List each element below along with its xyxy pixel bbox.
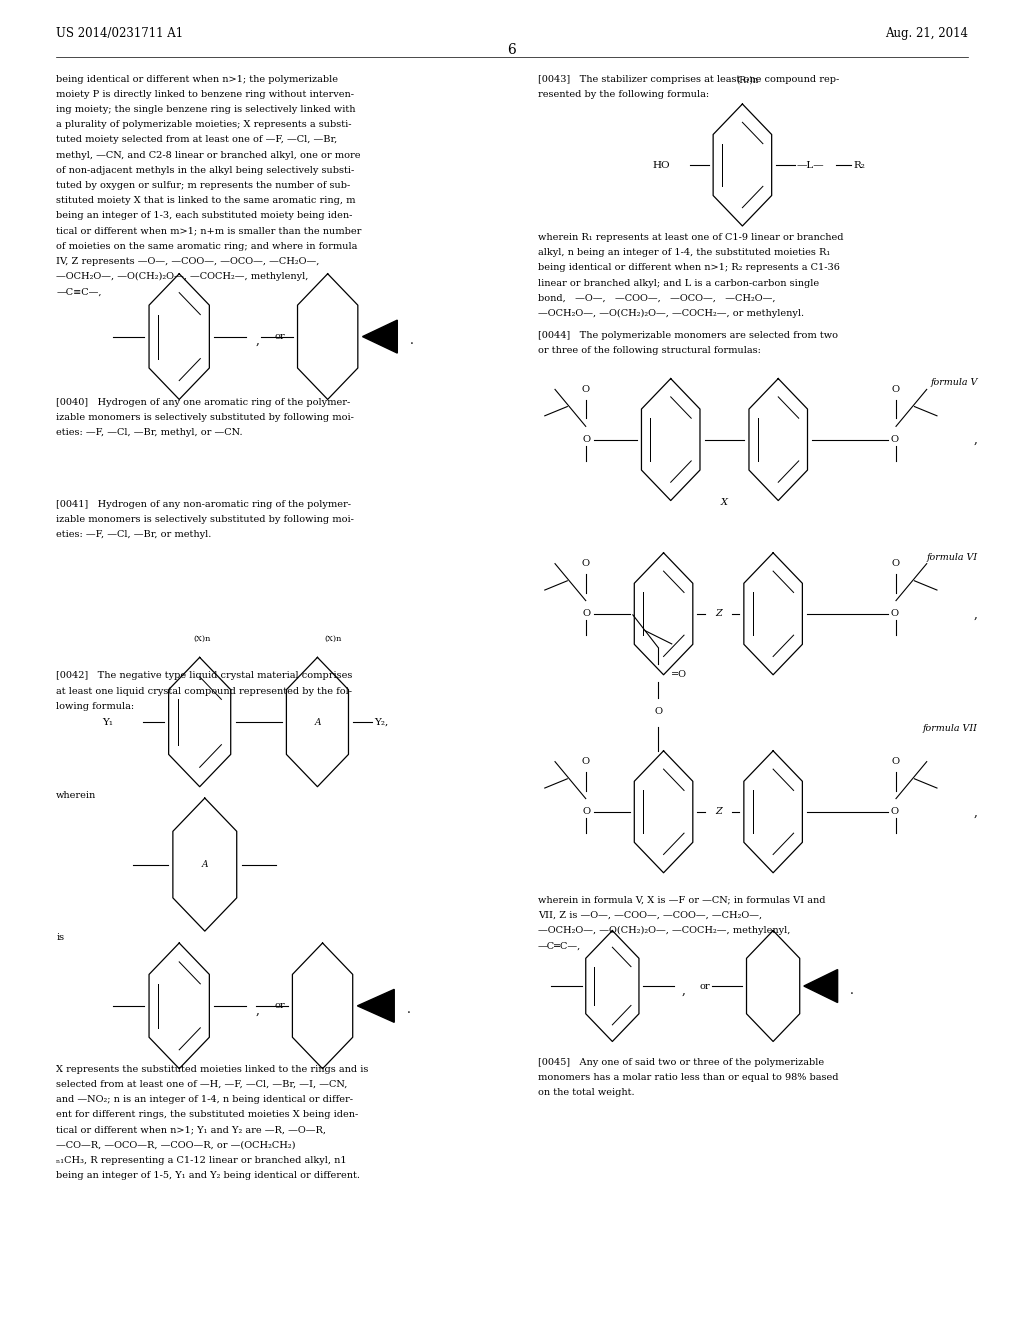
Polygon shape bbox=[357, 990, 394, 1022]
Text: —CO—R, —OCO—R, —COO—R, or —(OCH₂CH₂): —CO—R, —OCO—R, —COO—R, or —(OCH₂CH₂) bbox=[56, 1140, 296, 1150]
Text: .: . bbox=[410, 334, 414, 347]
Text: tical or different when m>1; n+m is smaller than the number: tical or different when m>1; n+m is smal… bbox=[56, 227, 361, 235]
Text: selected from at least one of —H, —F, —Cl, —Br, —I, —CN,: selected from at least one of —H, —F, —C… bbox=[56, 1080, 348, 1089]
Text: ,: , bbox=[682, 983, 686, 997]
Text: tuted by oxygen or sulfur; m represents the number of sub-: tuted by oxygen or sulfur; m represents … bbox=[56, 181, 350, 190]
Text: Z: Z bbox=[715, 610, 722, 618]
Text: being identical or different when n>1; the polymerizable: being identical or different when n>1; t… bbox=[56, 75, 338, 83]
Polygon shape bbox=[804, 969, 838, 1003]
Text: O: O bbox=[582, 560, 590, 568]
Text: of moieties on the same aromatic ring; and where in formula: of moieties on the same aromatic ring; a… bbox=[56, 242, 357, 251]
Text: wherein R₁ represents at least one of C1-9 linear or branched: wherein R₁ represents at least one of C1… bbox=[538, 234, 843, 242]
Text: (X)n: (X)n bbox=[194, 635, 210, 643]
Text: O: O bbox=[891, 610, 899, 618]
Text: stituted moiety X that is linked to the same aromatic ring, m: stituted moiety X that is linked to the … bbox=[56, 197, 355, 205]
Text: of non-adjacent methyls in the alkyl being selectively substi-: of non-adjacent methyls in the alkyl bei… bbox=[56, 166, 354, 174]
Polygon shape bbox=[362, 321, 397, 352]
Text: R₂: R₂ bbox=[853, 161, 865, 169]
Text: X represents the substituted moieties linked to the rings and is: X represents the substituted moieties li… bbox=[56, 1065, 369, 1073]
Text: .: . bbox=[850, 983, 854, 997]
Text: ing moiety; the single benzene ring is selectively linked with: ing moiety; the single benzene ring is s… bbox=[56, 106, 355, 114]
Text: on the total weight.: on the total weight. bbox=[538, 1089, 634, 1097]
Text: (R₁)n: (R₁)n bbox=[736, 75, 759, 84]
Text: —C═C—,: —C═C—, bbox=[538, 941, 581, 950]
Text: O: O bbox=[891, 808, 899, 816]
Text: formula VII: formula VII bbox=[923, 725, 978, 733]
Text: —OCH₂O—, —O(CH₂)₂O—, —COCH₂—, or methylenyl.: —OCH₂O—, —O(CH₂)₂O—, —COCH₂—, or methyle… bbox=[538, 309, 804, 318]
Text: X: X bbox=[721, 499, 728, 507]
Text: izable monomers is selectively substituted by following moi-: izable monomers is selectively substitut… bbox=[56, 413, 354, 422]
Text: or: or bbox=[274, 333, 285, 341]
Text: O: O bbox=[892, 385, 900, 393]
Text: [0045]   Any one of said two or three of the polymerizable: [0045] Any one of said two or three of t… bbox=[538, 1059, 823, 1067]
Text: and —NO₂; n is an integer of 1-4, n being identical or differ-: and —NO₂; n is an integer of 1-4, n bein… bbox=[56, 1096, 353, 1104]
Text: —OCH₂O—, —O(CH₂)₂O—, —COCH₂—, methylenyl,: —OCH₂O—, —O(CH₂)₂O—, —COCH₂—, methylenyl… bbox=[538, 927, 790, 935]
Text: tuted moiety selected from at least one of —F, —Cl, —Br,: tuted moiety selected from at least one … bbox=[56, 136, 338, 144]
Text: ent for different rings, the substituted moieties X being iden-: ent for different rings, the substituted… bbox=[56, 1110, 358, 1119]
Text: ,: , bbox=[256, 334, 260, 347]
Text: Y₂,: Y₂, bbox=[374, 718, 388, 726]
Text: ₙ₁CH₃, R representing a C1-12 linear or branched alkyl, n1: ₙ₁CH₃, R representing a C1-12 linear or … bbox=[56, 1156, 347, 1164]
Text: Z: Z bbox=[715, 808, 722, 816]
Text: —OCH₂O—, —O(CH₂)₂O—, —COCH₂—, methylenyl,: —OCH₂O—, —O(CH₂)₂O—, —COCH₂—, methylenyl… bbox=[56, 272, 308, 281]
Text: eties: —F, —Cl, —Br, or methyl.: eties: —F, —Cl, —Br, or methyl. bbox=[56, 531, 212, 539]
Text: or: or bbox=[274, 1002, 285, 1010]
Text: eties: —F, —Cl, —Br, methyl, or —CN.: eties: —F, —Cl, —Br, methyl, or —CN. bbox=[56, 429, 243, 437]
Text: O: O bbox=[892, 758, 900, 766]
Text: at least one liquid crystal compound represented by the fol-: at least one liquid crystal compound rep… bbox=[56, 686, 352, 696]
Text: lowing formula:: lowing formula: bbox=[56, 702, 134, 710]
Text: =O: =O bbox=[671, 669, 687, 678]
Text: .: . bbox=[407, 1003, 411, 1016]
Text: wherein in formula V, X is —F or —CN; in formulas VI and: wherein in formula V, X is —F or —CN; in… bbox=[538, 896, 825, 904]
Text: O: O bbox=[654, 706, 663, 715]
Text: wherein: wherein bbox=[56, 792, 96, 800]
Text: tical or different when n>1; Y₁ and Y₂ are —R, —O—R,: tical or different when n>1; Y₁ and Y₂ a… bbox=[56, 1126, 327, 1134]
Text: alkyl, n being an integer of 1-4, the substituted moieties R₁: alkyl, n being an integer of 1-4, the su… bbox=[538, 248, 829, 257]
Text: ,: , bbox=[256, 1003, 260, 1016]
Text: —C≡C—,: —C≡C—, bbox=[56, 288, 101, 296]
Text: or: or bbox=[699, 982, 710, 990]
Text: formula V: formula V bbox=[931, 379, 978, 387]
Text: HO: HO bbox=[652, 161, 670, 169]
Text: [0042]   The negative type liquid crystal material comprises: [0042] The negative type liquid crystal … bbox=[56, 672, 352, 680]
Text: 6: 6 bbox=[508, 44, 516, 57]
Text: O: O bbox=[582, 385, 590, 393]
Text: ,: , bbox=[974, 805, 978, 818]
Text: ,: , bbox=[974, 433, 978, 446]
Text: a plurality of polymerizable moieties; X represents a substi-: a plurality of polymerizable moieties; X… bbox=[56, 120, 352, 129]
Text: izable monomers is selectively substituted by following moi-: izable monomers is selectively substitut… bbox=[56, 515, 354, 524]
Text: (X)n: (X)n bbox=[325, 635, 341, 643]
Text: being identical or different when n>1; R₂ represents a C1-36: being identical or different when n>1; R… bbox=[538, 264, 840, 272]
Text: ,: , bbox=[974, 607, 978, 620]
Text: O: O bbox=[583, 436, 591, 444]
Text: A: A bbox=[202, 861, 208, 869]
Text: O: O bbox=[583, 610, 591, 618]
Text: O: O bbox=[583, 808, 591, 816]
Text: [0040]   Hydrogen of any one aromatic ring of the polymer-: [0040] Hydrogen of any one aromatic ring… bbox=[56, 399, 350, 407]
Text: moiety P is directly linked to benzene ring without interven-: moiety P is directly linked to benzene r… bbox=[56, 90, 354, 99]
Text: resented by the following formula:: resented by the following formula: bbox=[538, 90, 709, 99]
Text: being an integer of 1-3, each substituted moiety being iden-: being an integer of 1-3, each substitute… bbox=[56, 211, 352, 220]
Text: A: A bbox=[314, 718, 321, 726]
Text: [0044]   The polymerizable monomers are selected from two: [0044] The polymerizable monomers are se… bbox=[538, 331, 838, 339]
Text: linear or branched alkyl; and L is a carbon-carbon single: linear or branched alkyl; and L is a car… bbox=[538, 279, 819, 288]
Text: US 2014/0231711 A1: US 2014/0231711 A1 bbox=[56, 26, 183, 40]
Text: O: O bbox=[891, 436, 899, 444]
Text: VII, Z is —O—, —COO—, —COO—, —CH₂O—,: VII, Z is —O—, —COO—, —COO—, —CH₂O—, bbox=[538, 911, 762, 920]
Text: monomers has a molar ratio less than or equal to 98% based: monomers has a molar ratio less than or … bbox=[538, 1073, 838, 1082]
Text: being an integer of 1-5, Y₁ and Y₂ being identical or different.: being an integer of 1-5, Y₁ and Y₂ being… bbox=[56, 1171, 360, 1180]
Text: O: O bbox=[892, 560, 900, 568]
Text: [0041]   Hydrogen of any non-aromatic ring of the polymer-: [0041] Hydrogen of any non-aromatic ring… bbox=[56, 500, 351, 508]
Text: or three of the following structural formulas:: or three of the following structural for… bbox=[538, 346, 761, 355]
Text: —L—: —L— bbox=[797, 161, 824, 169]
Text: [0043]   The stabilizer comprises at least one compound rep-: [0043] The stabilizer comprises at least… bbox=[538, 75, 839, 83]
Text: O: O bbox=[582, 758, 590, 766]
Text: is: is bbox=[56, 933, 65, 941]
Text: IV, Z represents —O—, —COO—, —OCO—, —CH₂O—,: IV, Z represents —O—, —COO—, —OCO—, —CH₂… bbox=[56, 257, 319, 265]
Text: Aug. 21, 2014: Aug. 21, 2014 bbox=[885, 26, 968, 40]
Text: Y₁: Y₁ bbox=[102, 718, 114, 726]
Text: formula VI: formula VI bbox=[927, 553, 978, 561]
Text: methyl, —CN, and C2-8 linear or branched alkyl, one or more: methyl, —CN, and C2-8 linear or branched… bbox=[56, 150, 360, 160]
Text: bond,   —O—,   —COO—,   —OCO—,   —CH₂O—,: bond, —O—, —COO—, —OCO—, —CH₂O—, bbox=[538, 294, 775, 302]
